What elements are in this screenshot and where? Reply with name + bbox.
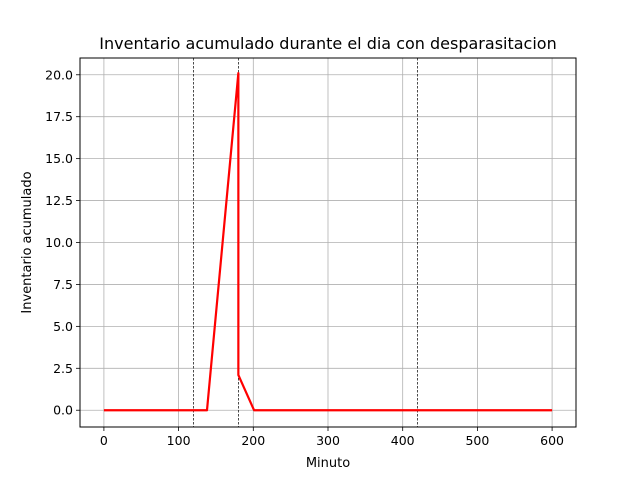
x-tick-label: 600 <box>540 433 564 448</box>
x-tick-label: 0 <box>100 433 108 448</box>
x-tick-label: 300 <box>316 433 340 448</box>
grid <box>80 58 576 427</box>
x-tick-label: 200 <box>241 433 265 448</box>
y-tick-label: 7.5 <box>53 277 73 292</box>
y-tick-label: 10.0 <box>45 235 73 250</box>
y-tick-label: 2.5 <box>53 361 73 376</box>
x-axis-label: Minuto <box>306 456 350 471</box>
x-tick-label: 500 <box>465 433 489 448</box>
y-tick-label: 5.0 <box>53 319 73 334</box>
y-tick-label: 15.0 <box>45 151 73 166</box>
y-tick-label: 0.0 <box>53 403 73 418</box>
series-line <box>103 71 553 412</box>
x-tick-label: 100 <box>167 433 191 448</box>
chart-title: Inventario acumulado durante el dia con … <box>99 34 556 53</box>
y-axis-label: Inventario acumulado <box>20 171 35 313</box>
y-axis: 0.0 2.5 5.0 7.5 10.0 12.5 15.0 17.5 20.0 <box>45 67 80 418</box>
y-tick-label: 12.5 <box>45 193 73 208</box>
series-group <box>103 71 553 412</box>
y-tick-label: 17.5 <box>45 109 73 124</box>
x-tick-label: 400 <box>391 433 415 448</box>
x-axis: 0 100 200 300 400 500 600 <box>100 427 564 448</box>
y-tick-label: 20.0 <box>45 67 73 82</box>
